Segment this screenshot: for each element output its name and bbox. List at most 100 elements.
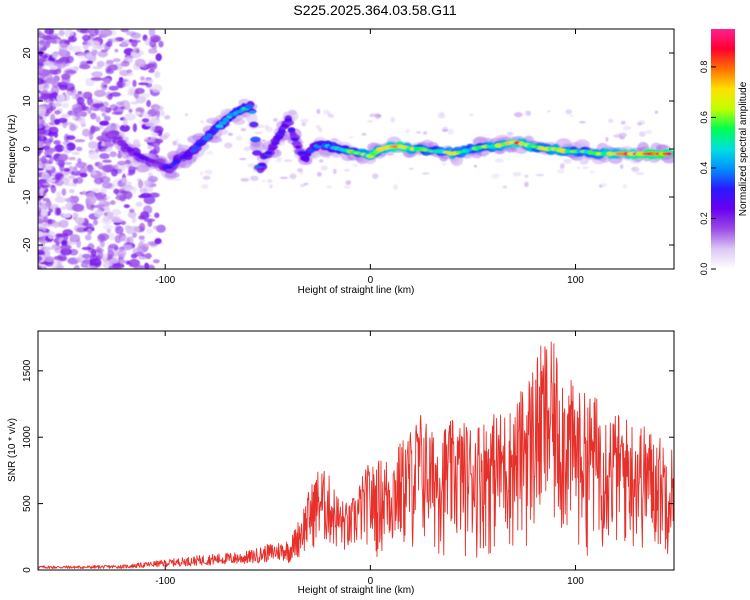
- noise-blob: [72, 203, 85, 212]
- noise-blob: [91, 71, 103, 78]
- ridge-core: [196, 142, 204, 147]
- noise-blob: [54, 207, 59, 216]
- noise-blob: [316, 108, 321, 115]
- noise-blob: [39, 103, 51, 110]
- noise-blob: [124, 103, 131, 111]
- noise-blob: [87, 108, 92, 114]
- noise-blob: [150, 132, 159, 136]
- noise-blob: [90, 112, 97, 120]
- noise-blob: [201, 184, 209, 189]
- noise-blob: [514, 112, 523, 118]
- noise-blob: [109, 92, 122, 97]
- noise-blob: [138, 235, 145, 240]
- noise-blob: [130, 32, 142, 39]
- ridge-core: [186, 152, 193, 156]
- noise-blob: [55, 60, 64, 64]
- noise-blob: [140, 76, 145, 81]
- noise-blob: [160, 110, 165, 117]
- ridge-body: [249, 121, 259, 128]
- noise-blob: [608, 118, 614, 123]
- ridge-core: [304, 152, 312, 157]
- noise-blob: [71, 151, 81, 155]
- noise-blob: [136, 143, 142, 148]
- noise-blob: [638, 131, 646, 137]
- noise-blob: [96, 246, 102, 253]
- noise-blob: [156, 114, 160, 120]
- noise-blob: [111, 208, 122, 216]
- noise-blob: [77, 158, 82, 164]
- noise-blob: [107, 250, 115, 258]
- noise-blob: [58, 48, 67, 57]
- noise-blob: [47, 218, 53, 225]
- noise-blob: [303, 182, 309, 186]
- noise-blob: [318, 127, 323, 133]
- spectrogram-marks: [38, 29, 674, 269]
- noise-blob: [88, 141, 98, 149]
- noise-blob: [75, 146, 83, 152]
- noise-blob: [128, 165, 136, 174]
- noise-blob: [447, 128, 454, 135]
- noise-blob: [243, 146, 252, 152]
- noise-blob: [46, 179, 56, 183]
- noise-blob: [42, 226, 47, 232]
- noise-blob: [62, 121, 74, 126]
- noise-blob: [130, 101, 139, 105]
- noise-blob: [78, 117, 86, 125]
- noise-blob: [119, 259, 127, 264]
- noise-blob: [512, 171, 522, 177]
- noise-blob: [41, 174, 51, 179]
- noise-blob: [605, 136, 609, 142]
- noise-blob: [38, 124, 43, 129]
- noise-blob: [227, 132, 233, 136]
- noise-blob: [200, 120, 204, 124]
- ridge-core: [274, 135, 283, 140]
- noise-blob: [50, 184, 57, 194]
- noise-blob: [154, 238, 162, 245]
- noise-blob: [65, 202, 73, 209]
- noise-blob: [149, 192, 161, 198]
- noise-blob: [65, 69, 77, 75]
- noise-blob: [58, 219, 69, 228]
- y-tick-label: 500: [22, 495, 33, 512]
- noise-blob: [90, 265, 96, 269]
- noise-blob: [121, 178, 127, 185]
- noise-blob: [81, 91, 92, 99]
- ridge-core: [295, 145, 302, 149]
- spectrogram-x-ticks: -100 0 100: [155, 29, 584, 286]
- noise-blob: [405, 128, 410, 134]
- noise-blob: [76, 52, 89, 59]
- noise-blob: [146, 63, 155, 68]
- noise-blob: [301, 122, 307, 127]
- noise-blob: [122, 72, 134, 76]
- ridge-core: [202, 136, 210, 141]
- noise-blob: [38, 146, 44, 155]
- ridge-core: [167, 165, 173, 169]
- noise-blob: [390, 117, 396, 123]
- noise-blob: [54, 196, 67, 203]
- noise-blob: [154, 212, 160, 219]
- noise-blob: [123, 204, 130, 209]
- ridge-core: [192, 145, 201, 150]
- noise-blob: [109, 151, 117, 158]
- noise-blob: [99, 145, 109, 150]
- noise-blob: [81, 246, 92, 251]
- ridge-core: [190, 149, 196, 153]
- noise-blob: [148, 48, 158, 54]
- x-tick-label: -100: [155, 275, 175, 286]
- noise-blob: [38, 231, 45, 238]
- noise-blob: [618, 132, 627, 138]
- spectrogram-x-axis-label: Height of straight line (km): [298, 285, 415, 296]
- ridge-halo: [232, 118, 246, 125]
- noise-blob: [112, 58, 121, 62]
- noise-blob: [66, 142, 76, 151]
- noise-blob: [66, 135, 76, 141]
- noise-blob: [94, 209, 104, 218]
- ridge-core: [277, 130, 287, 134]
- noise-blob: [132, 231, 138, 238]
- ridge-core: [113, 136, 122, 140]
- noise-blob: [114, 48, 119, 53]
- noise-blob: [104, 141, 111, 147]
- noise-blob: [275, 159, 282, 163]
- noise-blob: [491, 173, 500, 179]
- noise-blob: [104, 196, 111, 200]
